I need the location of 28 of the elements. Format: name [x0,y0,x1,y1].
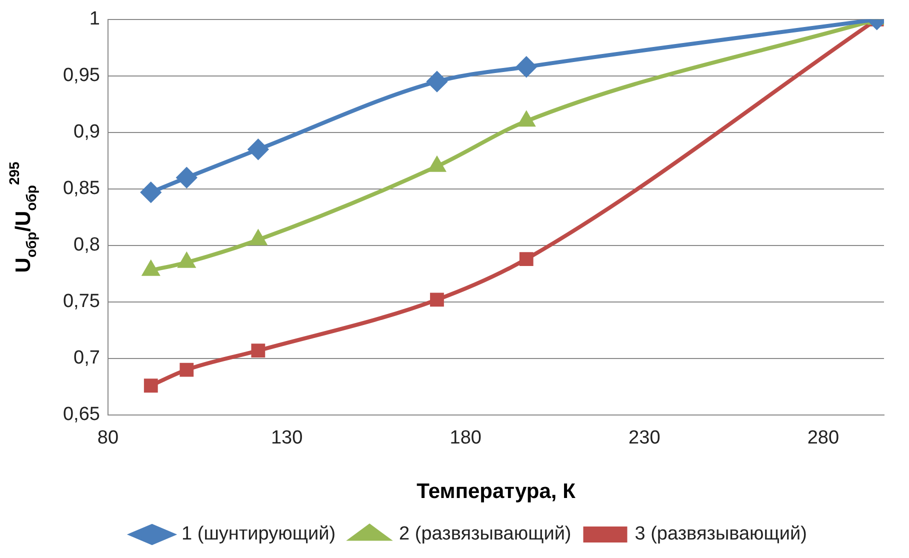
point [251,344,266,358]
x-tick-label: 280 [807,428,840,449]
x-tick-label: 80 [97,428,119,449]
y-tick-label: 0,75 [62,291,100,312]
point [519,252,534,266]
y-tick-label: 0,65 [62,404,100,426]
y-tick-label: 0,9 [74,122,100,143]
y-tick-label: 1 [89,8,100,30]
point [430,292,444,307]
point [176,168,197,188]
point [516,56,536,77]
y-tick-label: 0,7 [74,348,100,369]
point [426,72,447,92]
y-axis-title: Uобр/Uобр295 [6,161,39,273]
y-tick-label: 0,85 [62,178,100,200]
point [248,139,268,160]
x-tick-label: 130 [270,428,303,449]
y-tick-label: 0,8 [74,234,100,256]
legend-label: 1 (шунтирующий) [182,524,336,545]
x-axis-title: Температура, К [416,480,576,504]
x-tick-label: 180 [450,428,482,449]
point [144,378,158,393]
point [180,362,194,377]
legend-label: 3 (развязывающий) [634,524,807,545]
x-tick-label: 230 [628,428,660,449]
point [140,182,161,202]
y-tick-label: 0,95 [62,65,100,86]
legend-label: 2 (развязывающий) [399,524,572,545]
